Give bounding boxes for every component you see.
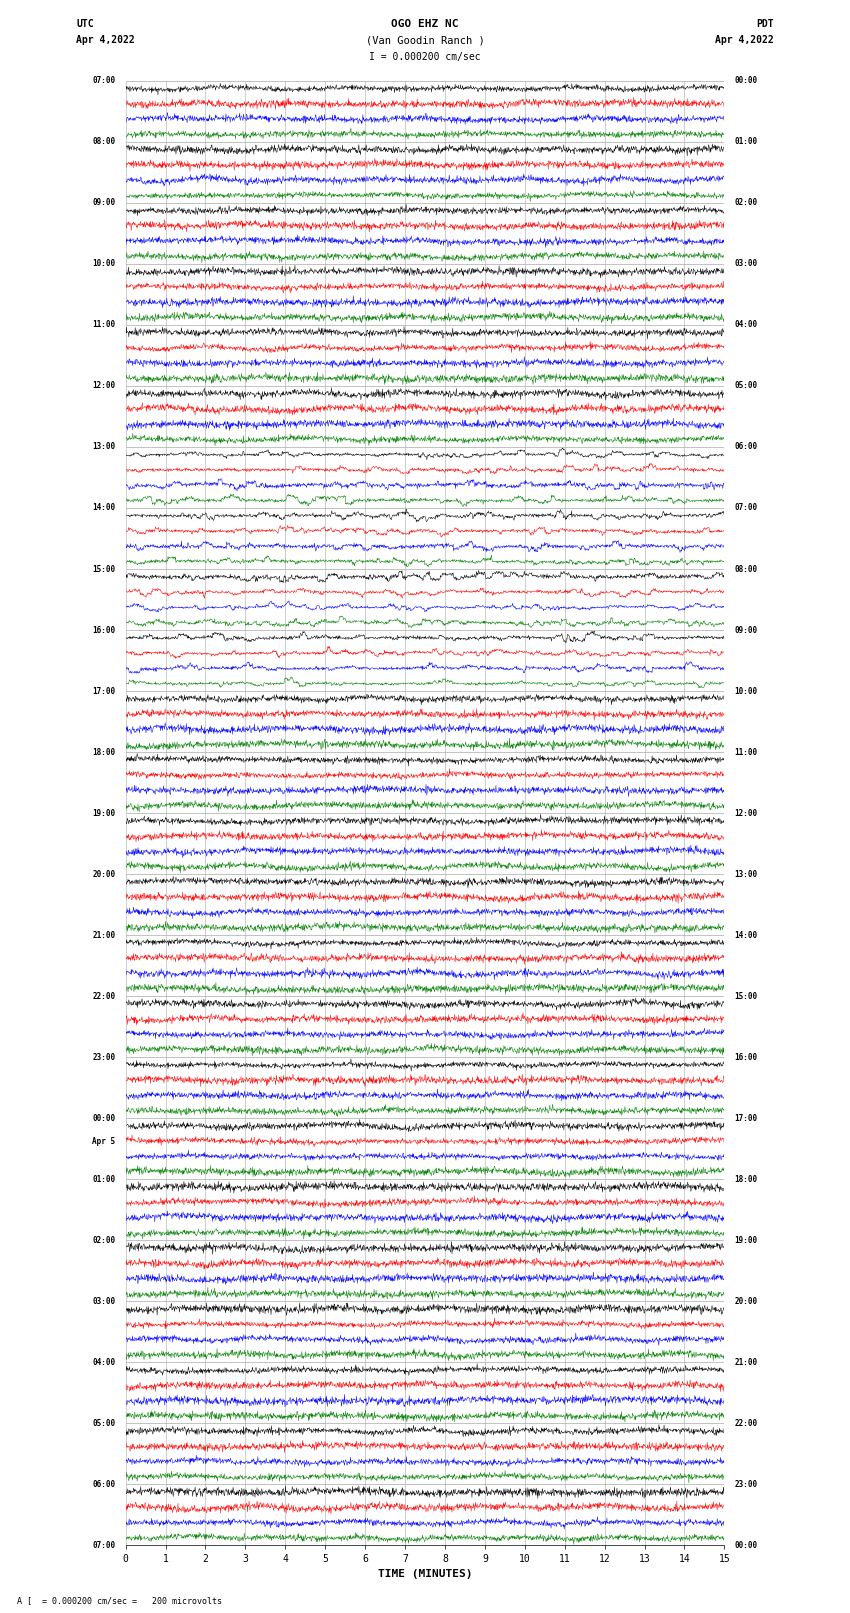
Text: 03:00: 03:00 xyxy=(93,1297,116,1307)
Text: 06:00: 06:00 xyxy=(734,442,757,452)
Text: 15:00: 15:00 xyxy=(93,565,116,574)
Text: 06:00: 06:00 xyxy=(93,1479,116,1489)
Text: 14:00: 14:00 xyxy=(734,931,757,940)
Text: Apr 4,2022: Apr 4,2022 xyxy=(76,35,135,45)
Text: 09:00: 09:00 xyxy=(734,626,757,634)
Text: OGO EHZ NC: OGO EHZ NC xyxy=(391,19,459,29)
Text: 07:00: 07:00 xyxy=(734,503,757,513)
Text: 02:00: 02:00 xyxy=(734,198,757,208)
Text: 08:00: 08:00 xyxy=(734,565,757,574)
Text: 04:00: 04:00 xyxy=(93,1358,116,1366)
Text: Apr 5: Apr 5 xyxy=(93,1137,116,1145)
Text: (Van Goodin Ranch ): (Van Goodin Ranch ) xyxy=(366,35,484,45)
Text: 13:00: 13:00 xyxy=(93,442,116,452)
Text: 23:00: 23:00 xyxy=(93,1053,116,1061)
Text: 05:00: 05:00 xyxy=(93,1419,116,1428)
Text: 04:00: 04:00 xyxy=(734,321,757,329)
Text: 00:00: 00:00 xyxy=(734,1540,757,1550)
Text: 01:00: 01:00 xyxy=(93,1174,116,1184)
Text: 22:00: 22:00 xyxy=(93,992,116,1000)
X-axis label: TIME (MINUTES): TIME (MINUTES) xyxy=(377,1569,473,1579)
Text: 19:00: 19:00 xyxy=(93,808,116,818)
Text: 18:00: 18:00 xyxy=(93,747,116,756)
Text: 10:00: 10:00 xyxy=(93,260,116,268)
Text: UTC: UTC xyxy=(76,19,94,29)
Text: 16:00: 16:00 xyxy=(93,626,116,634)
Text: 05:00: 05:00 xyxy=(734,381,757,390)
Text: 03:00: 03:00 xyxy=(734,260,757,268)
Text: 02:00: 02:00 xyxy=(93,1236,116,1245)
Text: 08:00: 08:00 xyxy=(93,137,116,147)
Text: 21:00: 21:00 xyxy=(93,931,116,940)
Text: 01:00: 01:00 xyxy=(734,137,757,147)
Text: 16:00: 16:00 xyxy=(734,1053,757,1061)
Text: 07:00: 07:00 xyxy=(93,1540,116,1550)
Text: 22:00: 22:00 xyxy=(734,1419,757,1428)
Text: I = 0.000200 cm/sec: I = 0.000200 cm/sec xyxy=(369,52,481,61)
Text: 17:00: 17:00 xyxy=(93,687,116,695)
Text: 10:00: 10:00 xyxy=(734,687,757,695)
Text: 07:00: 07:00 xyxy=(93,76,116,85)
Text: 17:00: 17:00 xyxy=(734,1113,757,1123)
Text: 11:00: 11:00 xyxy=(93,321,116,329)
Text: 11:00: 11:00 xyxy=(734,747,757,756)
Text: 19:00: 19:00 xyxy=(734,1236,757,1245)
Text: 20:00: 20:00 xyxy=(734,1297,757,1307)
Text: 18:00: 18:00 xyxy=(734,1174,757,1184)
Text: 09:00: 09:00 xyxy=(93,198,116,208)
Text: 00:00: 00:00 xyxy=(93,1113,116,1123)
Text: 21:00: 21:00 xyxy=(734,1358,757,1366)
Text: 20:00: 20:00 xyxy=(93,869,116,879)
Text: 13:00: 13:00 xyxy=(734,869,757,879)
Text: 00:00: 00:00 xyxy=(734,76,757,85)
Text: 23:00: 23:00 xyxy=(734,1479,757,1489)
Text: 15:00: 15:00 xyxy=(734,992,757,1000)
Text: 12:00: 12:00 xyxy=(93,381,116,390)
Text: 12:00: 12:00 xyxy=(734,808,757,818)
Text: Apr 4,2022: Apr 4,2022 xyxy=(715,35,774,45)
Text: A [  = 0.000200 cm/sec =   200 microvolts: A [ = 0.000200 cm/sec = 200 microvolts xyxy=(17,1595,222,1605)
Text: 14:00: 14:00 xyxy=(93,503,116,513)
Text: PDT: PDT xyxy=(756,19,774,29)
